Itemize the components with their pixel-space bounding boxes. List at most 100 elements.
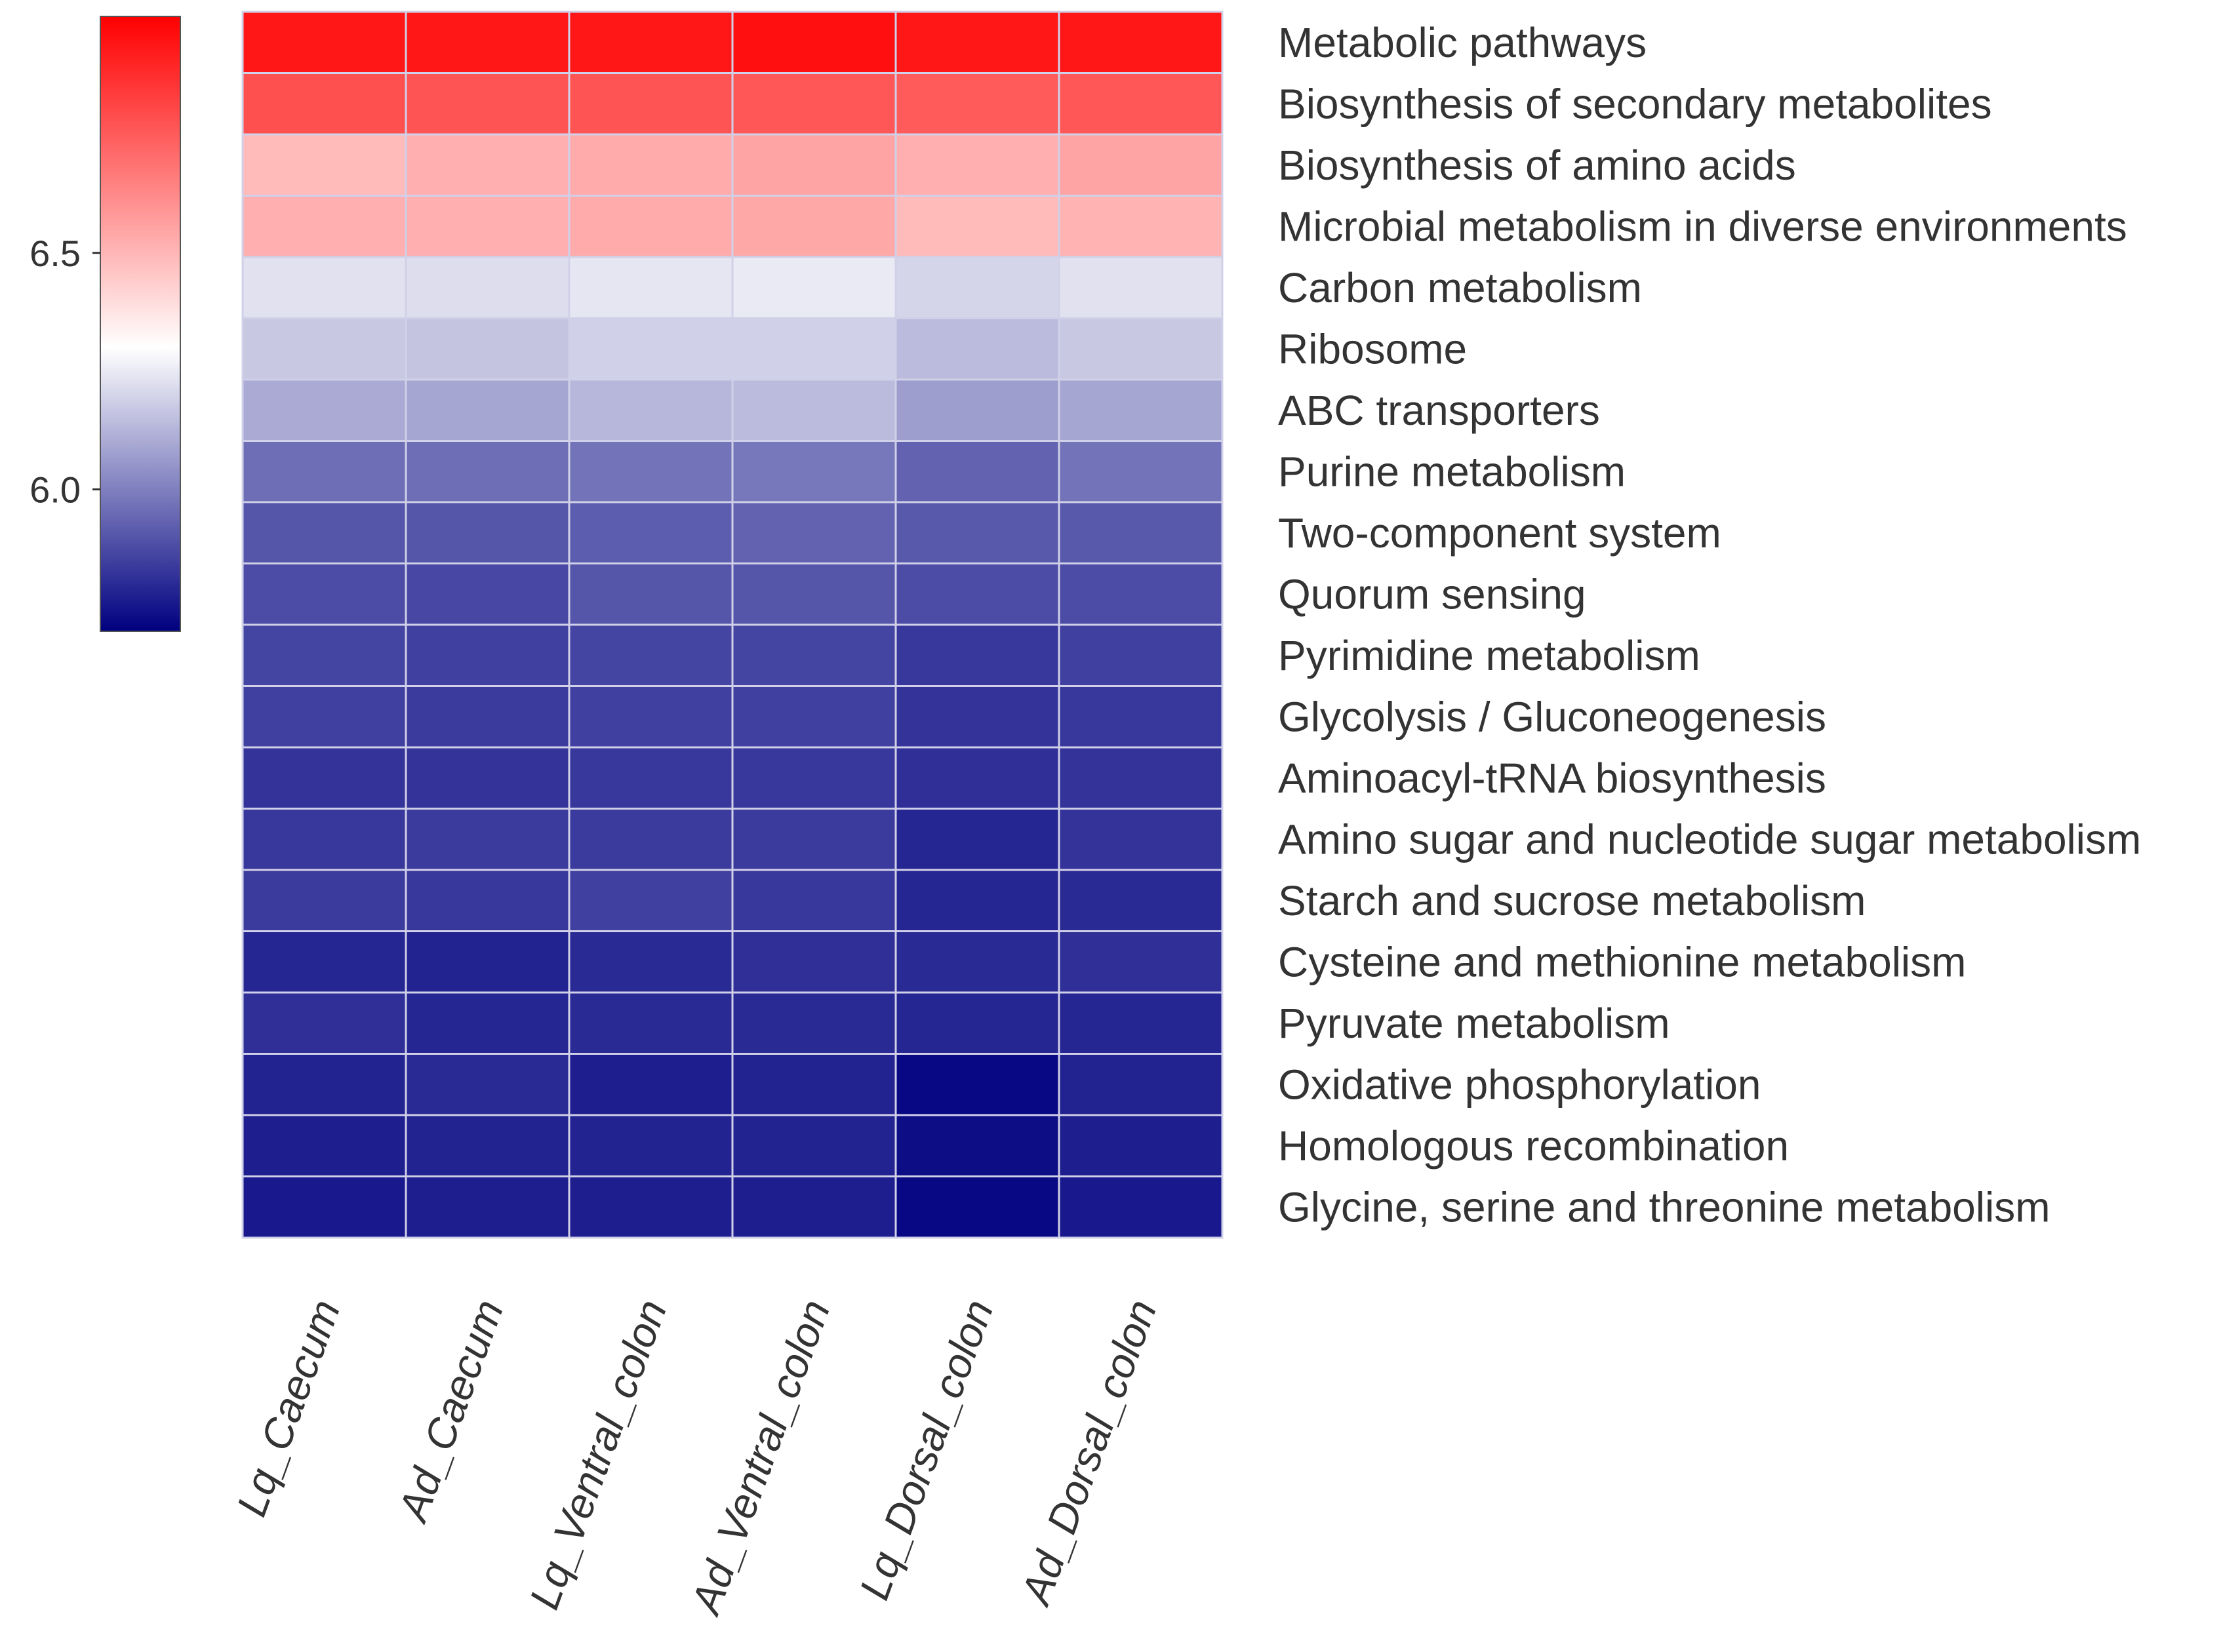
heatmap-cell xyxy=(894,195,1060,258)
heatmap-cell xyxy=(1058,685,1224,749)
heatmap-cell xyxy=(568,991,734,1055)
heatmap-cell xyxy=(894,746,1060,810)
heatmap-cell xyxy=(731,623,897,687)
heatmap-cell xyxy=(405,256,570,319)
heatmap-cell xyxy=(568,317,734,381)
heatmap-cell xyxy=(405,930,570,994)
heatmap-cell xyxy=(241,195,407,258)
heatmap-cell xyxy=(241,440,407,503)
color-legend: 6.0 6.5 xyxy=(30,16,181,632)
heatmap-cell xyxy=(568,869,734,932)
heatmap-cell xyxy=(405,1053,570,1116)
heatmap-cell xyxy=(405,685,570,749)
heatmap-cell xyxy=(894,317,1060,381)
heatmap-cell xyxy=(731,195,897,258)
row-label: Glycolysis / Gluconeogenesis xyxy=(1278,693,1826,740)
heatmap-cell xyxy=(731,685,897,749)
heatmap-cell xyxy=(731,133,897,197)
heatmap-cell xyxy=(241,1053,407,1116)
row-label: Purine metabolism xyxy=(1278,448,1626,495)
row-label: Aminoacyl-tRNA biosynthesis xyxy=(1278,755,1826,802)
heatmap-cell xyxy=(568,72,734,136)
heatmap-cell xyxy=(241,10,407,74)
heatmap-cell xyxy=(731,930,897,994)
legend-colorbar xyxy=(100,16,181,632)
heatmap-cell xyxy=(894,623,1060,687)
heatmap-cell xyxy=(405,133,570,197)
heatmap-cell xyxy=(568,501,734,564)
row-label: Amino sugar and nucleotide sugar metabol… xyxy=(1278,816,2141,863)
heatmap-cell xyxy=(1058,1053,1224,1116)
heatmap-cell xyxy=(894,72,1060,136)
heatmap-cell xyxy=(1058,746,1224,810)
heatmap-cell xyxy=(241,685,407,749)
heatmap-cell xyxy=(241,623,407,687)
heatmap-cell xyxy=(894,562,1060,626)
row-label: Glycine, serine and threonine metabolism xyxy=(1278,1183,2050,1230)
column-label: Ad_Ventral_colon xyxy=(681,1293,839,1622)
column-label: Lq_Caecum xyxy=(228,1293,350,1522)
heatmap-cell xyxy=(241,930,407,994)
heatmap-cell xyxy=(731,991,897,1055)
heatmap-cell xyxy=(894,10,1060,74)
heatmap-cell xyxy=(1058,1175,1224,1239)
heatmap-cell xyxy=(568,256,734,319)
heatmap-cell xyxy=(568,10,734,74)
legend-tick-label: 6.0 xyxy=(30,469,81,511)
heatmap-cell xyxy=(405,440,570,503)
heatmap-cell xyxy=(405,746,570,810)
heatmap-cell xyxy=(1058,991,1224,1055)
heatmap-cell xyxy=(241,1175,407,1239)
row-label: Ribosome xyxy=(1278,325,1467,372)
heatmap-cell xyxy=(894,440,1060,503)
heatmap-cell xyxy=(568,685,734,749)
heatmap-cell xyxy=(1058,10,1224,74)
row-label: Starch and sucrose metabolism xyxy=(1278,877,1866,924)
heatmap-cell xyxy=(731,72,897,136)
heatmap-cell xyxy=(241,133,407,197)
heatmap-cell xyxy=(241,869,407,932)
heatmap-cell xyxy=(405,195,570,258)
heatmap-cell xyxy=(241,991,407,1055)
heatmap-cell xyxy=(894,869,1060,932)
heatmap-cell xyxy=(894,378,1060,442)
heatmap-cell xyxy=(568,1053,734,1116)
heatmap-cell xyxy=(241,1114,407,1177)
row-label: Pyrimidine metabolism xyxy=(1278,632,1700,679)
heatmap-cell xyxy=(1058,195,1224,258)
heatmap-cell xyxy=(1058,869,1224,932)
heatmap-cell xyxy=(731,808,897,871)
heatmap-cell xyxy=(894,501,1060,564)
heatmap-cell xyxy=(1058,501,1224,564)
heatmap-cell xyxy=(731,378,897,442)
heatmap-cell xyxy=(1058,930,1224,994)
row-label: Microbial metabolism in diverse environm… xyxy=(1278,203,2127,250)
heatmap-cell xyxy=(568,1175,734,1239)
heatmap-cell xyxy=(731,501,897,564)
heatmap-cell xyxy=(1058,317,1224,381)
heatmap-cell xyxy=(731,746,897,810)
heatmap-cell xyxy=(405,991,570,1055)
row-label: Two-component system xyxy=(1278,509,1721,557)
heatmap-cell xyxy=(1058,808,1224,871)
heatmap-cell xyxy=(405,1114,570,1177)
heatmap-cell xyxy=(894,808,1060,871)
heatmap-cell xyxy=(1058,133,1224,197)
column-label: Ad_Dorsal_colon xyxy=(1011,1293,1166,1612)
heatmap-cell xyxy=(241,746,407,810)
row-label: Homologous recombination xyxy=(1278,1122,1789,1170)
heatmap-cell xyxy=(405,869,570,932)
row-label: Pyruvate metabolism xyxy=(1278,1000,1670,1047)
heatmap-cell xyxy=(731,256,897,319)
heatmap-cell xyxy=(405,623,570,687)
heatmap-cell xyxy=(731,317,897,381)
heatmap-cell xyxy=(731,440,897,503)
column-label: Lq_Ventral_colon xyxy=(520,1293,675,1615)
row-label: Biosynthesis of amino acids xyxy=(1278,142,1796,189)
heatmap-cell xyxy=(405,378,570,442)
heatmap-cell xyxy=(894,991,1060,1055)
heatmap-cell xyxy=(405,808,570,871)
heatmap-cell xyxy=(405,317,570,381)
heatmap-cell xyxy=(1058,440,1224,503)
heatmap-cell xyxy=(405,562,570,626)
